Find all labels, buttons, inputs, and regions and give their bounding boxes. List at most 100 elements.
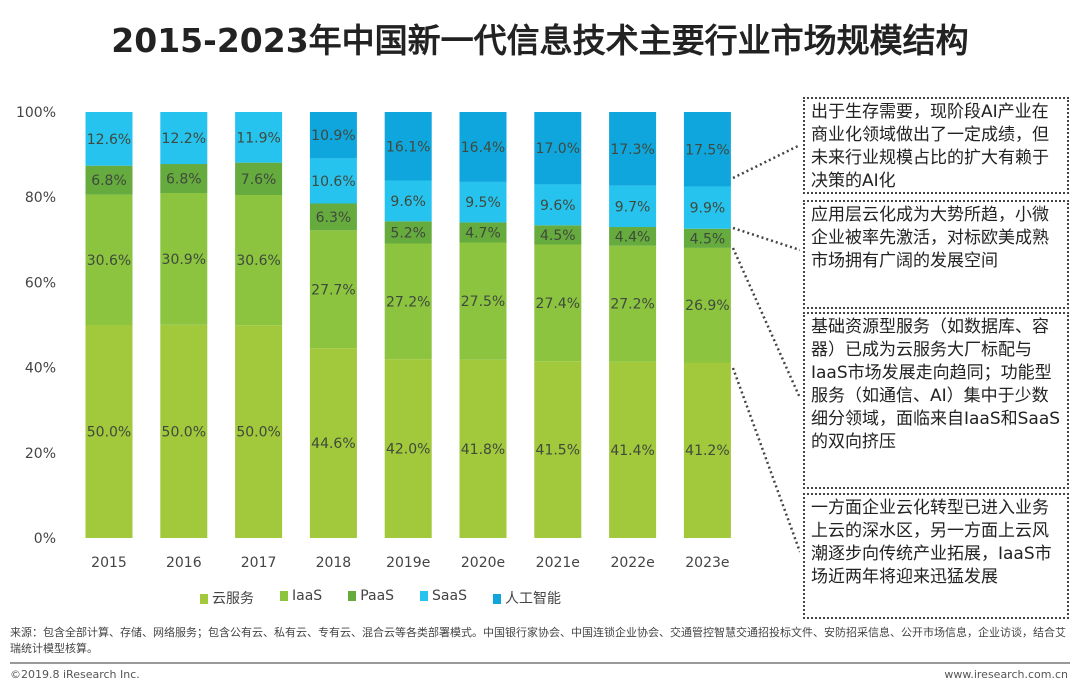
annotation-saas: 应用层云化成为大势所趋，小微企业被率先激活，对标欧美成熟市场拥有广阔的发展空间 [803, 200, 1069, 309]
bar-segment [160, 112, 208, 165]
data-label: 50.0% [236, 425, 280, 441]
bar-segment [459, 359, 507, 538]
bar-segment [309, 203, 357, 231]
bar-segment [384, 359, 432, 538]
bar-segment [235, 325, 283, 538]
bar-segment [160, 193, 208, 325]
data-label: 9.9% [690, 201, 726, 217]
annotation-connector [731, 247, 800, 399]
data-label: 27.7% [311, 282, 355, 298]
bar-segment [683, 247, 731, 363]
data-label: 17.3% [610, 142, 654, 158]
legend-item: PaaS [348, 588, 394, 608]
x-tick-label: 2022e [610, 555, 654, 571]
bar-segment [235, 194, 283, 326]
bar-segment [609, 112, 657, 186]
data-label: 10.6% [311, 174, 355, 190]
bar-segment [309, 348, 357, 538]
copyright: ©2019.8 iResearch Inc. [10, 668, 140, 681]
bar-segment [384, 180, 432, 222]
data-label: 7.6% [241, 172, 277, 188]
bar-segment [85, 325, 133, 538]
data-label: 27.4% [536, 296, 580, 312]
bar-segment [384, 221, 432, 244]
data-label: 9.7% [615, 199, 651, 215]
y-tick-label: 100% [16, 105, 56, 121]
data-label: 11.9% [236, 130, 280, 146]
data-label: 27.2% [610, 297, 654, 313]
annotation-connector [732, 226, 800, 252]
bar-segment [609, 245, 657, 362]
x-tick-label: 2019e [386, 555, 430, 571]
y-tick-label: 80% [25, 190, 56, 206]
legend-item: SaaS [420, 588, 467, 608]
bar-segment [534, 361, 582, 538]
data-label: 30.9% [162, 252, 206, 268]
annotation-ai: 出于生存需要，现阶段AI产业在商业化领域做出了一定成绩，但未来行业规模占比的扩大… [803, 97, 1069, 194]
data-label: 44.6% [311, 436, 355, 452]
data-label: 5.2% [390, 225, 426, 241]
bar-segment [85, 112, 133, 166]
data-label: 17.0% [536, 141, 580, 157]
bar-segment [235, 162, 283, 195]
data-label: 41.5% [536, 443, 580, 459]
bar-segment [683, 112, 731, 187]
data-label: 17.5% [685, 142, 729, 158]
x-tick-label: 2018 [316, 555, 352, 571]
bar-segment [534, 184, 582, 226]
bar-segment [384, 112, 432, 181]
stacked-bar-chart: 0% 20% 40% 60% 80% 100% 50.0% 30.6% 6.8% 12.6% 201… [16, 105, 800, 571]
bar-segment [459, 181, 507, 223]
bar-segment [609, 185, 657, 228]
bar-segment [160, 164, 208, 194]
website: www.iresearch.com.cn [944, 668, 1068, 681]
bar-segment [534, 244, 582, 362]
x-tick-label: 2020e [461, 555, 505, 571]
bar-segment [534, 112, 582, 185]
data-label: 9.6% [540, 198, 576, 214]
bar-segment [384, 243, 432, 360]
data-label: 41.8% [461, 442, 505, 458]
y-tick-label: 0% [34, 531, 56, 547]
bar-segment [459, 242, 507, 360]
annotation-iaas: 一方面企业云化转型已进入业务上云的深水区，另一方面上云风潮逐步向传统产业拓展，I… [803, 493, 1069, 619]
data-label: 4.7% [465, 225, 501, 241]
bar-segment [459, 222, 507, 243]
source-note: 来源：包含全部计算、存储、网络服务；包含公有云、私有云、专有云、混合云等各类部署… [10, 626, 1066, 655]
bar-segment [459, 112, 507, 182]
data-label: 4.5% [540, 228, 576, 244]
legend-item: IaaS [280, 588, 322, 608]
data-label: 4.4% [615, 229, 651, 245]
data-label: 26.9% [685, 298, 729, 314]
bar-segment [309, 230, 357, 349]
data-label: 9.5% [465, 195, 501, 211]
legend-item: 云服务 [200, 588, 254, 608]
data-label: 16.4% [461, 140, 505, 156]
bar-segment [609, 361, 657, 538]
data-label: 41.2% [685, 443, 729, 459]
annotation-connector [731, 367, 800, 553]
annotation-paas: 基础资源型服务（如数据库、容器）已成为云服务大厂标配与IaaS市场发展走向趋同；… [803, 312, 1069, 489]
data-label: 10.9% [311, 128, 355, 144]
x-tick-label: 2015 [91, 555, 127, 571]
data-label: 27.5% [461, 294, 505, 310]
data-label: 12.6% [87, 132, 131, 148]
data-label: 50.0% [162, 424, 206, 440]
bar-segment [309, 158, 357, 204]
bar-segment [85, 165, 133, 195]
data-label: 6.3% [316, 210, 352, 226]
y-tick-label: 20% [25, 446, 56, 462]
bar-segment [235, 112, 283, 163]
data-label: 16.1% [386, 139, 430, 155]
bar-segment [609, 227, 657, 246]
data-label: 42.0% [386, 442, 430, 458]
data-label: 50.0% [87, 425, 131, 441]
x-tick-label: 2023e [685, 555, 729, 571]
legend: 云服务 IaaS PaaS SaaS 人工智能 [200, 588, 561, 608]
data-label: 6.8% [166, 172, 202, 188]
data-label: 30.6% [87, 253, 131, 269]
data-label: 4.5% [690, 231, 726, 247]
legend-item: 人工智能 [492, 588, 561, 608]
x-tick-label: 2016 [166, 555, 202, 571]
x-tick-label: 2017 [241, 555, 277, 571]
